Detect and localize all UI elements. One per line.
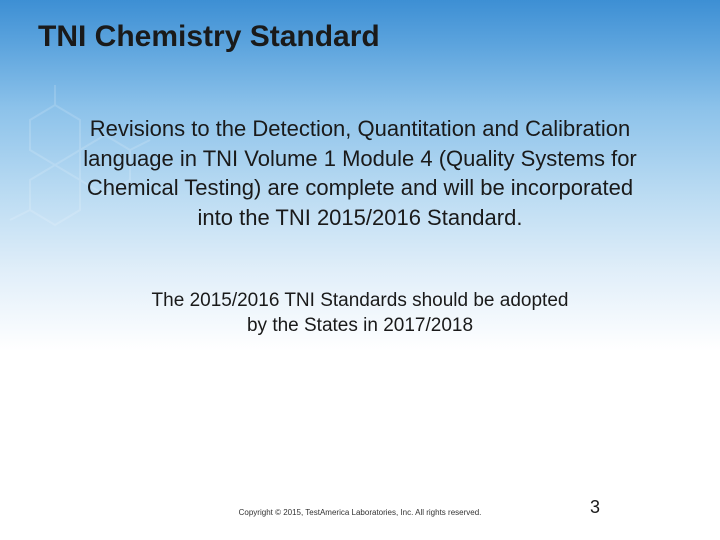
slide-body-main: Revisions to the Detection, Quantitation… <box>80 114 640 233</box>
page-number: 3 <box>590 497 600 518</box>
copyright-text: Copyright © 2015, TestAmerica Laboratori… <box>239 508 482 517</box>
slide-container: TNI Chemistry Standard Revisions to the … <box>0 0 720 540</box>
slide-body-sub: The 2015/2016 TNI Standards should be ad… <box>150 288 570 339</box>
slide-title: TNI Chemistry Standard <box>30 20 690 54</box>
slide-footer: Copyright © 2015, TestAmerica Laboratori… <box>0 502 720 520</box>
